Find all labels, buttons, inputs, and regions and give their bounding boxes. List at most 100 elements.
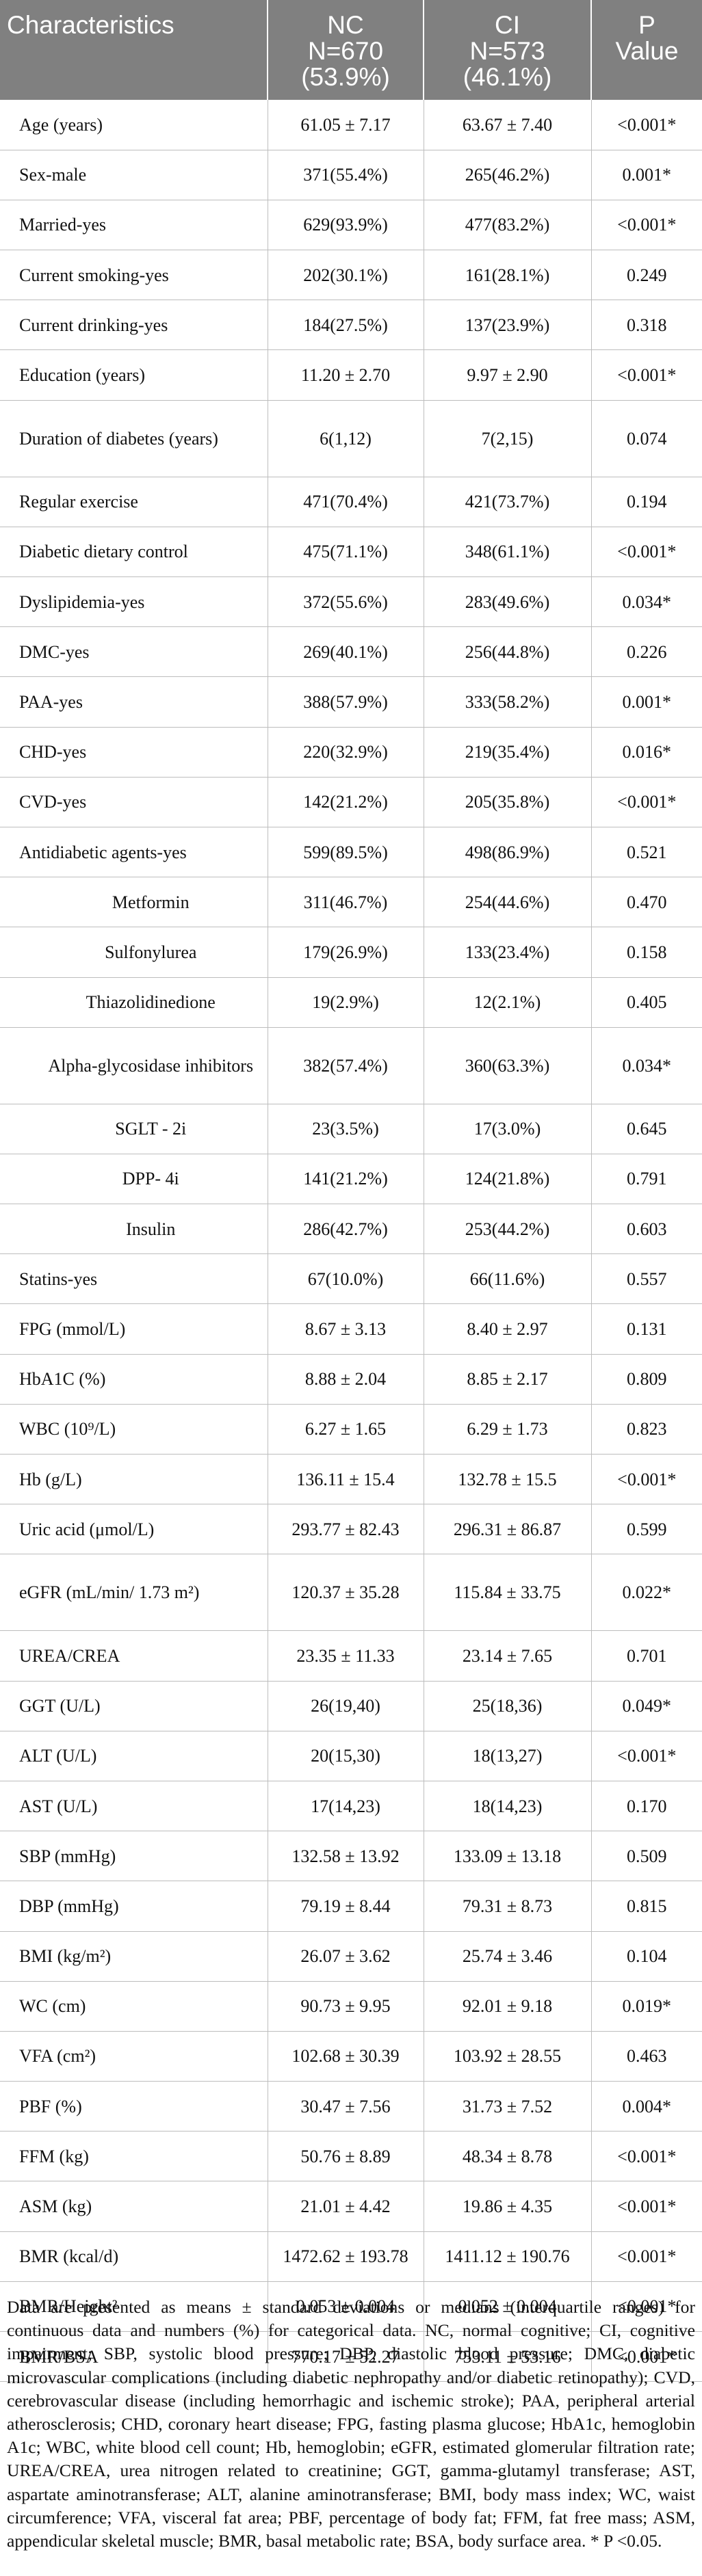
row-label: WBC (10⁹/L) xyxy=(0,1404,268,1455)
row-label: DMC-yes xyxy=(0,626,268,678)
row-p-value: 0.004* xyxy=(590,2081,702,2132)
row-nc-value: 30.47 ± 7.56 xyxy=(267,2081,424,2132)
table-row: Insulin 286(42.7%) 253(44.2%) 0.603 xyxy=(0,1204,702,1255)
header-ci-line: CI xyxy=(495,11,520,39)
row-p-value: <0.001* xyxy=(590,777,702,827)
row-ci-value: 1411.12 ± 190.76 xyxy=(423,2231,591,2282)
row-ci-value: 477(83.2%) xyxy=(423,200,591,251)
table-row: Hb (g/L) 136.11 ± 15.4 132.78 ± 15.5 <0.001… xyxy=(0,1454,702,1505)
row-ci-value: 18(14,23) xyxy=(423,1781,591,1832)
row-p-value: 0.318 xyxy=(590,300,702,351)
row-nc-value: 23(3.5%) xyxy=(267,1104,424,1154)
row-nc-value: 179(26.9%) xyxy=(267,927,424,978)
row-label: ALT (U/L) xyxy=(0,1731,268,1781)
row-nc-value: 11.20 ± 2.70 xyxy=(267,349,424,401)
row-label: Sulfonylurea xyxy=(0,927,268,978)
row-ci-value: 17(3.0%) xyxy=(423,1104,591,1154)
row-nc-value: 8.88 ± 2.04 xyxy=(267,1354,424,1405)
row-p-value: 0.074 xyxy=(590,400,702,477)
row-p-value: 0.022* xyxy=(590,1554,702,1632)
table-row: VFA (cm²) 102.68 ± 30.39 103.92 ± 28.55 0.4… xyxy=(0,2031,702,2082)
row-p-value: <0.001* xyxy=(590,2281,702,2333)
row-label: Statins-yes xyxy=(0,1253,268,1305)
row-nc-value: 629(93.9%) xyxy=(267,200,424,251)
row-label: Duration of diabetes (years) xyxy=(0,400,268,477)
row-p-value: 0.249 xyxy=(590,250,702,301)
row-ci-value: 348(61.1%) xyxy=(423,527,591,578)
row-nc-value: 475(71.1%) xyxy=(267,527,424,578)
row-ci-value: 25.74 ± 3.46 xyxy=(423,1931,591,1982)
row-label: CHD-yes xyxy=(0,727,268,778)
row-p-value: <0.001* xyxy=(590,200,702,251)
row-ci-value: 9.97 ± 2.90 xyxy=(423,349,591,401)
row-p-value: 0.645 xyxy=(590,1104,702,1154)
table-row: Married-yes 629(93.9%) 477(83.2%) <0.001* xyxy=(0,200,702,251)
row-nc-value: 141(21.2%) xyxy=(267,1154,424,1205)
row-ci-value: 498(86.9%) xyxy=(423,827,591,878)
characteristics-table: Characteristics NC N=670 (53.9%) CI N=57… xyxy=(0,0,702,2382)
row-nc-value: 770.17 ± 52.27 xyxy=(267,2331,424,2382)
row-p-value: 0.034* xyxy=(590,576,702,628)
row-label: BMI (kg/m²) xyxy=(0,1931,268,1982)
row-ci-value: 256(44.8%) xyxy=(423,626,591,678)
table-row: Diabetic dietary control 475(71.1%) 348(61… xyxy=(0,527,702,578)
row-ci-value: 137(23.9%) xyxy=(423,300,591,351)
row-ci-value: 124(21.8%) xyxy=(423,1154,591,1205)
row-label: DBP (mmHg) xyxy=(0,1881,268,1932)
row-nc-value: 102.68 ± 30.39 xyxy=(267,2031,424,2082)
row-ci-value: 25(18,36) xyxy=(423,1681,591,1731)
row-nc-value: 0.053 ± 0.004 xyxy=(267,2281,424,2333)
table-row: DPP- 4i 141(21.2%) 124(21.8%) 0.791 xyxy=(0,1154,702,1205)
row-nc-value: 132.58 ± 13.92 xyxy=(267,1831,424,1882)
table-row: SBP (mmHg) 132.58 ± 13.92 133.09 ± 13.18 0.… xyxy=(0,1831,702,1882)
table-row: CHD-yes 220(32.9%) 219(35.4%) 0.016* xyxy=(0,727,702,778)
row-p-value: <0.001* xyxy=(590,1731,702,1781)
row-label: SBP (mmHg) xyxy=(0,1831,268,1882)
table-row: PBF (%) 30.47 ± 7.56 31.73 ± 7.52 0.004* xyxy=(0,2081,702,2132)
row-label: Regular exercise xyxy=(0,477,268,527)
row-label: GGT (U/L) xyxy=(0,1681,268,1731)
header-nc-line: NC xyxy=(327,11,364,39)
table-row: Alpha-glycosidase inhibitors 382(57.4%) 36… xyxy=(0,1027,702,1104)
row-label: eGFR (mL/min/ 1.73 m²) xyxy=(0,1554,268,1632)
row-label: PAA-yes xyxy=(0,676,268,728)
row-nc-value: 90.73 ± 9.95 xyxy=(267,1981,424,2032)
row-p-value: 0.034* xyxy=(590,1027,702,1104)
row-p-value: 0.470 xyxy=(590,877,702,928)
table-row: Metformin 311(46.7%) 254(44.6%) 0.470 xyxy=(0,877,702,928)
row-ci-value: 12(2.1%) xyxy=(423,977,591,1028)
row-p-value: 0.104 xyxy=(590,1931,702,1982)
row-nc-value: 79.19 ± 8.44 xyxy=(267,1881,424,1932)
table-row: UREA/CREA 23.35 ± 11.33 23.14 ± 7.65 0.701 xyxy=(0,1630,702,1682)
table-row: Uric acid (μmol/L) 293.77 ± 82.43 296.31 ±… xyxy=(0,1504,702,1555)
row-ci-value: 7(2,15) xyxy=(423,400,591,477)
row-nc-value: 1472.62 ± 193.78 xyxy=(267,2231,424,2282)
row-nc-value: 136.11 ± 15.4 xyxy=(267,1454,424,1505)
row-nc-value: 50.76 ± 8.89 xyxy=(267,2131,424,2182)
row-p-value: 0.809 xyxy=(590,1354,702,1405)
row-nc-value: 23.35 ± 11.33 xyxy=(267,1630,424,1682)
row-ci-value: 18(13,27) xyxy=(423,1731,591,1781)
row-label: WC (cm) xyxy=(0,1981,268,2032)
row-ci-value: 79.31 ± 8.73 xyxy=(423,1881,591,1932)
header-nc: NC N=670 (53.9%) xyxy=(267,0,424,100)
row-label: AST (U/L) xyxy=(0,1781,268,1832)
row-nc-value: 21.01 ± 4.42 xyxy=(267,2181,424,2232)
table-row: eGFR (mL/min/ 1.73 m²) 120.37 ± 35.28 115.… xyxy=(0,1554,702,1632)
row-nc-value: 286(42.7%) xyxy=(267,1204,424,1255)
row-nc-value: 61.05 ± 7.17 xyxy=(267,100,424,150)
row-p-value: 0.170 xyxy=(590,1781,702,1832)
row-p-value: 0.701 xyxy=(590,1630,702,1682)
row-label: UREA/CREA xyxy=(0,1630,268,1682)
row-label: Dyslipidemia-yes xyxy=(0,576,268,628)
row-ci-value: 31.73 ± 7.52 xyxy=(423,2081,591,2132)
row-ci-value: 92.01 ± 9.18 xyxy=(423,1981,591,2032)
row-p-value: 0.521 xyxy=(590,827,702,878)
row-p-value: <0.001* xyxy=(590,2331,702,2382)
table-row: Sulfonylurea 179(26.9%) 133(23.4%) 0.158 xyxy=(0,927,702,978)
table-row: ALT (U/L) 20(15,30) 18(13,27) <0.001* xyxy=(0,1731,702,1781)
row-ci-value: 205(35.8%) xyxy=(423,777,591,827)
row-p-value: <0.001* xyxy=(590,349,702,401)
table-body: Age (years) 61.05 ± 7.17 63.67 ± 7.40 <0.00… xyxy=(0,100,702,2382)
